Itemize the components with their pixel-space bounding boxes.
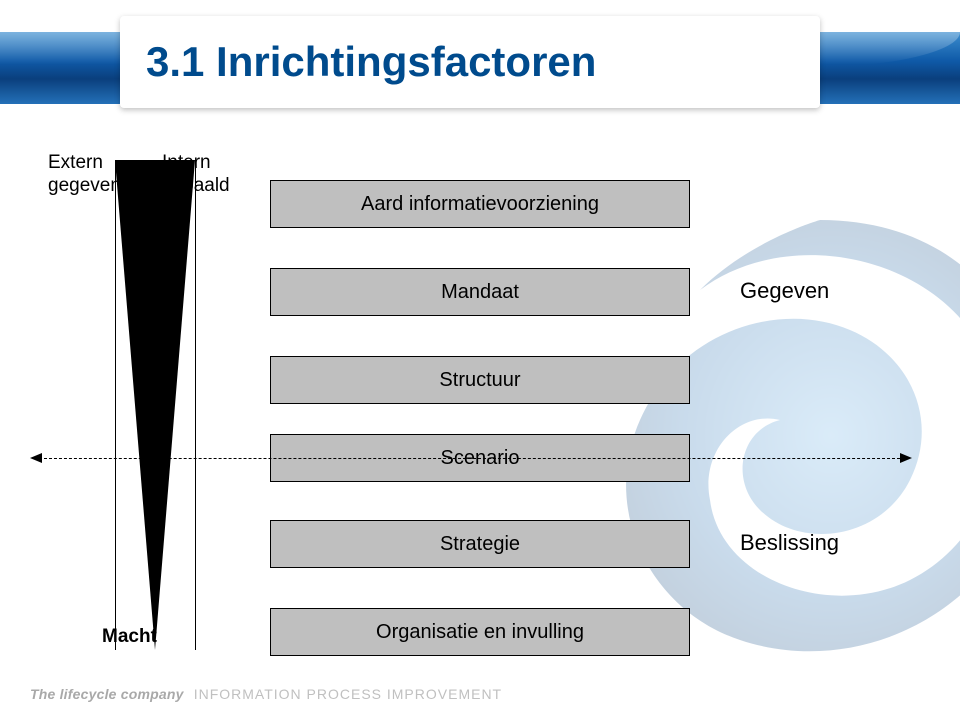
box-mandaat-label: Mandaat [441,281,519,304]
triangle-icon [0,150,300,670]
slide-title: 3.1 Inrichtingsfactoren [146,38,596,86]
label-gegeven: Gegeven [740,278,829,304]
box-strategie: Strategie [270,520,690,568]
header-banner: 3.1 Inrichtingsfactoren [0,20,960,128]
box-strategie-label: Strategie [440,533,520,556]
arrow-left-icon [30,453,42,463]
footer-tag: INFORMATION PROCESS IMPROVEMENT [194,686,502,702]
box-mandaat: Mandaat [270,268,690,316]
box-organisatie: Organisatie en invulling [270,608,690,656]
box-organisatie-label: Organisatie en invulling [376,621,584,644]
box-aard: Aard informatievoorziening [270,180,690,228]
diagram: Extern gegeven Intern bepaald Aard infor… [0,150,960,670]
footer-brand: The lifecycle company [30,686,184,702]
box-structuur: Structuur [270,356,690,404]
label-beslissing: Beslissing [740,530,839,556]
dashed-separator [44,458,900,459]
slide: 3.1 Inrichtingsfactoren Extern gegeven I… [0,0,960,720]
label-macht: Macht [102,626,157,649]
footer: The lifecycle company INFORMATION PROCES… [30,686,502,702]
box-structuur-label: Structuur [439,369,520,392]
arrow-right-icon [900,453,912,463]
box-aard-label: Aard informatievoorziening [361,193,599,216]
title-plate: 3.1 Inrichtingsfactoren [120,16,820,108]
